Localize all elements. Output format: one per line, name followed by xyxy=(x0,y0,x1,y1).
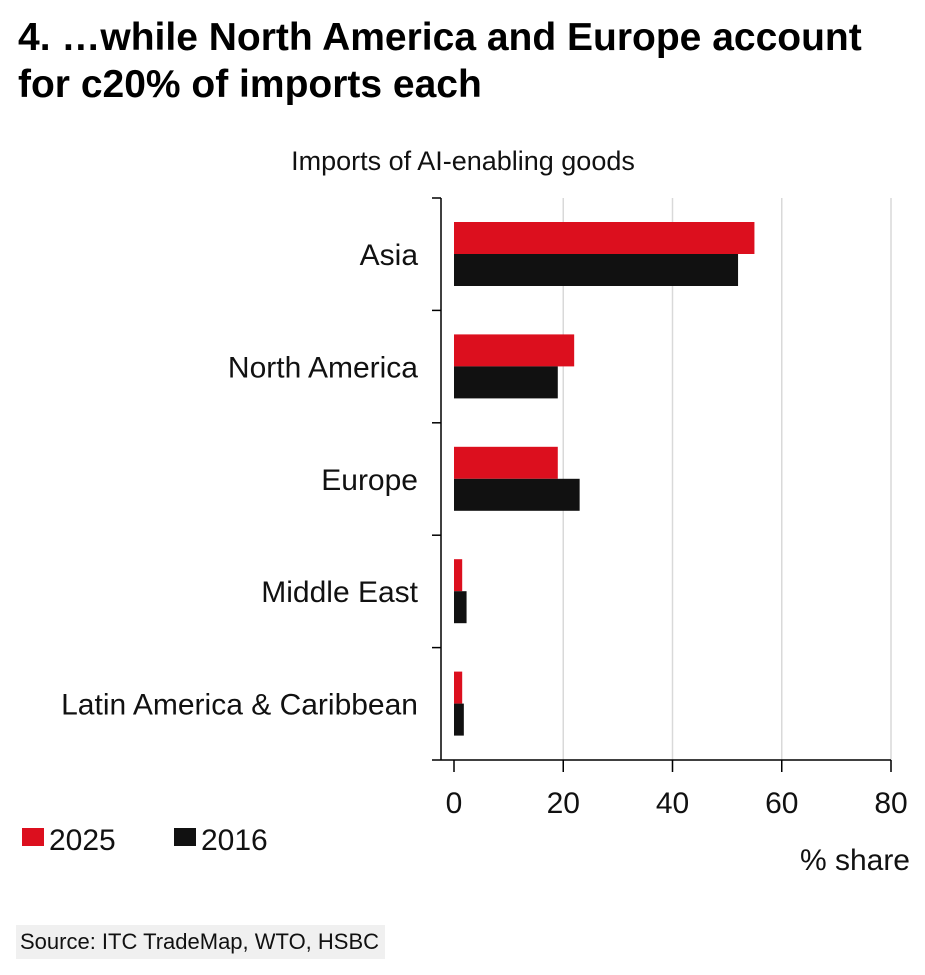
chart-subtitle: Imports of AI-enabling goods xyxy=(291,146,635,176)
source-note: Source: ITC TradeMap, WTO, HSBC xyxy=(16,925,386,959)
x-tick-label: 0 xyxy=(446,787,463,820)
category-label: Europe xyxy=(321,464,418,497)
legend-label-2025: 2025 xyxy=(49,824,116,857)
legend-label-2016: 2016 xyxy=(201,824,268,857)
bar-2025 xyxy=(454,671,463,704)
chart: Imports of AI-enabling goods Asia North A… xyxy=(22,146,910,877)
bar-2025 xyxy=(454,222,755,254)
chart-title: 4. …while North America and Europe accou… xyxy=(18,16,862,106)
bar-2016 xyxy=(454,591,467,624)
bar-2025 xyxy=(454,559,463,592)
category-label: Asia xyxy=(360,239,419,272)
x-tick-labels: 0 20 40 60 80 xyxy=(446,787,908,820)
category-label: Middle East xyxy=(261,576,418,609)
x-tick-label: 60 xyxy=(765,787,798,820)
legend: 2025 2016 xyxy=(22,824,268,857)
axes xyxy=(432,197,892,772)
x-tick-label: 40 xyxy=(656,787,689,820)
category-labels: Asia North America Europe Middle East Latin … xyxy=(61,239,419,722)
bar-2025 xyxy=(454,446,558,479)
bars xyxy=(454,222,755,736)
legend-swatch-2025 xyxy=(22,828,44,846)
bar-2025 xyxy=(454,334,575,367)
bar-2016 xyxy=(454,366,558,399)
x-tick-label: 20 xyxy=(547,787,580,820)
category-label: Latin America & Caribbean xyxy=(61,689,418,722)
x-tick-label: 80 xyxy=(874,787,907,820)
x-axis-label: % share xyxy=(800,844,910,877)
bar-2016 xyxy=(454,703,464,736)
bar-2016 xyxy=(454,478,580,511)
category-label: North America xyxy=(228,351,418,384)
legend-swatch-2016 xyxy=(174,828,196,846)
bar-2016 xyxy=(454,254,739,286)
